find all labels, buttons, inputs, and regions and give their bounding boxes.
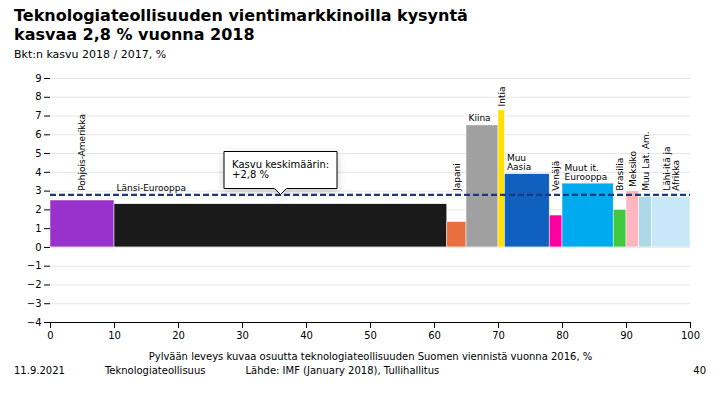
svg-text:2: 2 xyxy=(35,204,41,215)
svg-text:Intia: Intia xyxy=(497,87,507,107)
svg-text:−2: −2 xyxy=(27,279,42,290)
svg-text:6: 6 xyxy=(35,129,41,140)
svg-text:1: 1 xyxy=(35,223,41,234)
svg-text:−3: −3 xyxy=(27,298,42,309)
svg-text:20: 20 xyxy=(172,330,185,341)
svg-text:10: 10 xyxy=(108,330,121,341)
svg-text:Lähi-itä jaAfrikka: Lähi-itä jaAfrikka xyxy=(662,146,681,190)
svg-text:70: 70 xyxy=(492,330,505,341)
html-text:Lähde: IMF (January 2018), Tul: Lähde: IMF (January 2018), Tullihallitus xyxy=(245,365,440,376)
svg-text:4: 4 xyxy=(35,167,41,178)
svg-text:Pylvään leveys kuvaa osuutta t: Pylvään leveys kuvaa osuutta teknologiat… xyxy=(149,351,593,362)
svg-text:−4: −4 xyxy=(27,317,42,328)
svg-text:Pohjois-Amerikka: Pohjois-Amerikka xyxy=(77,114,87,191)
svg-text:40: 40 xyxy=(300,330,313,341)
svg-text:7: 7 xyxy=(35,110,41,121)
svg-text:Brasilia: Brasilia xyxy=(615,158,625,191)
html-text:Bkt:n kasvu 2018 / 2017, %: Bkt:n kasvu 2018 / 2017, % xyxy=(14,48,167,61)
svg-text:9: 9 xyxy=(35,73,41,84)
svg-text:Venäjä: Venäjä xyxy=(551,161,561,191)
svg-text:0: 0 xyxy=(35,242,41,253)
svg-text:50: 50 xyxy=(364,330,377,341)
svg-text:8: 8 xyxy=(35,91,41,102)
svg-text:Meksiko: Meksiko xyxy=(628,151,638,188)
svg-text:Muu Lat. Am.: Muu Lat. Am. xyxy=(641,131,651,191)
svg-text:90: 90 xyxy=(620,330,633,341)
html-text:40: 40 xyxy=(693,365,706,376)
svg-text:​Kasvu keskimäärin:​+2,8 %: ​Kasvu keskimäärin:​+2,8 % xyxy=(232,159,329,180)
html-text:Teknologiateollisuuden vientim: Teknologiateollisuuden vientimarkkinoill… xyxy=(14,6,468,44)
svg-text:30: 30 xyxy=(236,330,249,341)
svg-text:MuuAasia: MuuAasia xyxy=(507,153,531,172)
svg-text:Japani: Japani xyxy=(452,163,462,192)
svg-text:−1: −1 xyxy=(27,260,42,271)
svg-text:0: 0 xyxy=(47,330,53,341)
html-text:Teknologiateollisuus: Teknologiateollisuus xyxy=(104,365,206,376)
svg-text:3: 3 xyxy=(35,185,41,196)
svg-text:100: 100 xyxy=(681,330,700,341)
svg-text:60: 60 xyxy=(428,330,441,341)
svg-text:Länsi-Eurooppa: Länsi-Eurooppa xyxy=(117,183,187,193)
svg-text:5: 5 xyxy=(35,148,41,159)
svg-text:80: 80 xyxy=(556,330,569,341)
svg-text:Kiina: Kiina xyxy=(469,113,491,123)
html-text:11.9.2021: 11.9.2021 xyxy=(14,365,65,376)
svg-text:Muut it.Eurooppa: Muut it.Eurooppa xyxy=(565,163,608,182)
